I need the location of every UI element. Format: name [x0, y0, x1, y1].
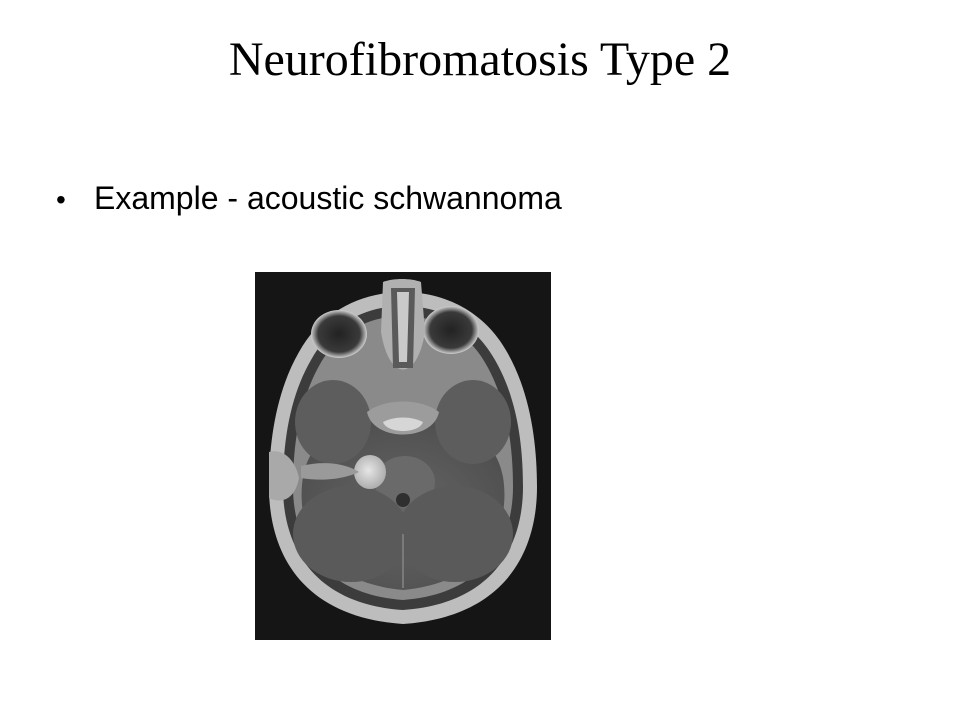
bullet-icon: •: [56, 184, 66, 215]
mri-image: [255, 272, 551, 640]
axial-brain-mri-icon: [255, 272, 551, 640]
bullet-text: Example - acoustic schwannoma: [94, 180, 562, 216]
bullet-list: • Example - acoustic schwannoma: [56, 176, 562, 222]
slide-title: Neurofibromatosis Type 2: [228, 33, 732, 86]
bullet-item: • Example - acoustic schwannoma: [56, 176, 562, 222]
